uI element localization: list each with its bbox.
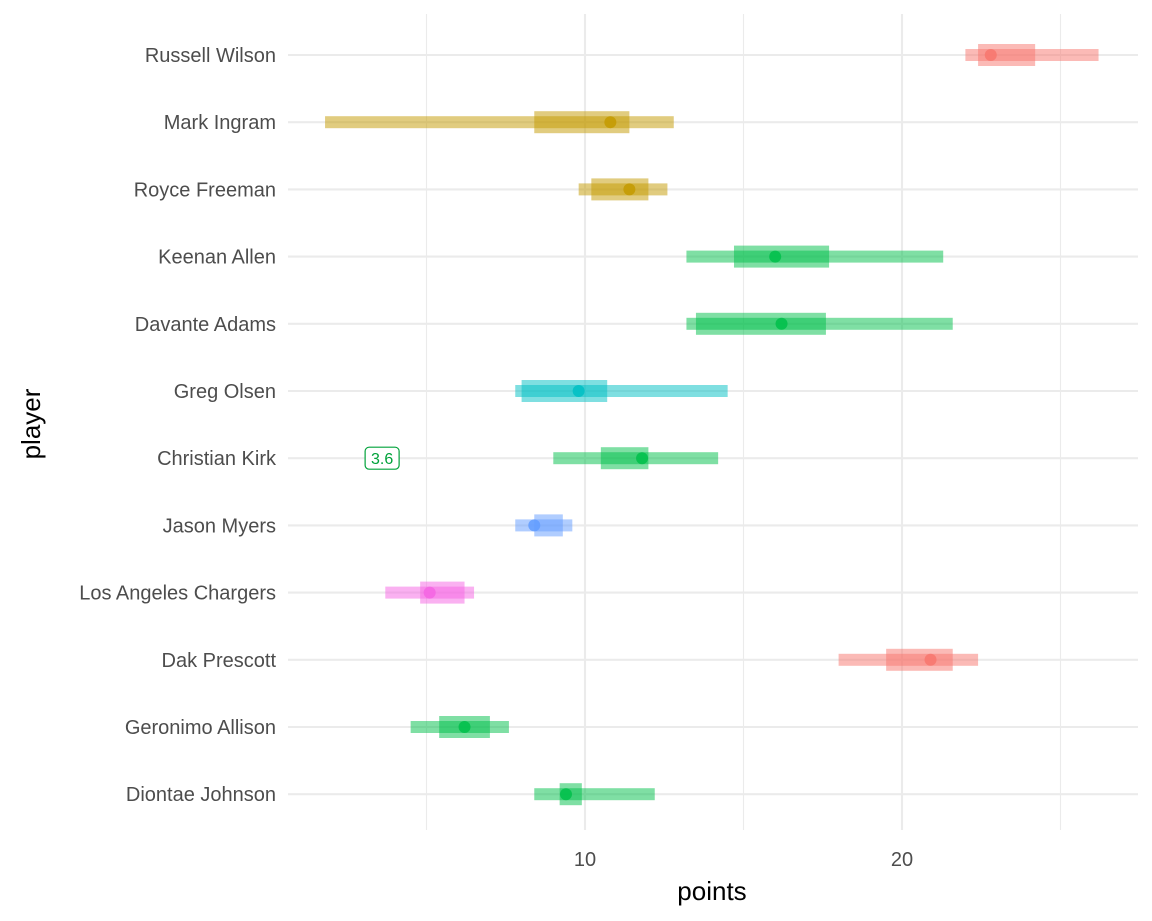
- y-tick-label: Russell Wilson: [145, 45, 276, 67]
- grid-lines: [288, 14, 1138, 830]
- median-point: [636, 452, 649, 465]
- y-tick-label: Greg Olsen: [174, 381, 276, 403]
- interval-marks: [325, 44, 1099, 806]
- inner-interval-bar: [886, 648, 953, 671]
- outer-interval-bar: [534, 788, 655, 801]
- median-point: [775, 317, 788, 330]
- y-tick-label: Dak Prescott: [162, 650, 277, 672]
- x-tick-labels: 10 20: [574, 849, 913, 871]
- y-tick-label: Davante Adams: [135, 314, 276, 336]
- y-tick-label: Jason Myers: [163, 515, 276, 537]
- median-point: [769, 250, 782, 263]
- y-axis-title: player: [16, 388, 46, 459]
- median-point: [458, 721, 471, 733]
- inner-interval-bar: [591, 178, 649, 201]
- inner-interval-bar: [733, 245, 830, 268]
- x-tick-label: 10: [574, 849, 596, 871]
- median-point: [604, 116, 617, 129]
- annotations: 3.6: [364, 446, 400, 470]
- y-tick-label: Geronimo Allison: [125, 717, 276, 739]
- y-tick-label: Los Angeles Chargers: [79, 583, 276, 605]
- inner-interval-bar: [521, 380, 608, 402]
- median-point: [559, 788, 572, 801]
- x-tick-label: 20: [891, 849, 913, 871]
- x-axis-title: points: [677, 876, 746, 906]
- median-point: [984, 49, 997, 61]
- annotation-box: [364, 446, 400, 470]
- median-point: [572, 385, 585, 397]
- inner-interval-bar: [534, 111, 630, 134]
- y-tick-label: Mark Ingram: [164, 112, 276, 134]
- inner-interval-bar: [534, 514, 563, 537]
- median-point: [528, 519, 541, 532]
- y-tick-label: Keenan Allen: [158, 247, 276, 269]
- median-point: [623, 183, 636, 196]
- y-tick-label: Christian Kirk: [157, 448, 277, 470]
- y-tick-label: Diontae Johnson: [126, 784, 276, 806]
- inner-interval-bar: [695, 312, 826, 335]
- inner-interval-bar: [600, 447, 649, 470]
- median-point: [423, 586, 436, 599]
- y-tick-label: Royce Freeman: [134, 179, 276, 201]
- y-tick-labels: Russell Wilson Mark Ingram Royce Freeman Ke…: [79, 45, 277, 806]
- annotation-label: 3.6: [371, 451, 393, 468]
- median-point: [924, 653, 937, 666]
